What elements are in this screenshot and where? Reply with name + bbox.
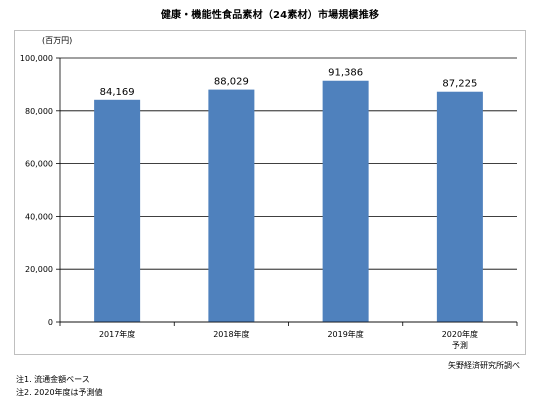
- y-tick-label: 0: [48, 318, 53, 327]
- y-tick-label: 40,000: [25, 212, 53, 221]
- data-label: 88,029: [214, 77, 249, 88]
- bars: 84,169 88,029 91,386 87,225: [94, 68, 483, 322]
- y-tick-label: 20,000: [25, 265, 53, 274]
- bar: [436, 91, 483, 322]
- bar: [94, 99, 141, 322]
- source-note: 矢野経済研究所調べ: [448, 361, 520, 370]
- data-label: 91,386: [328, 68, 363, 79]
- y-tick-label: 60,000: [25, 160, 53, 169]
- chart-frame: [14, 30, 526, 355]
- x-tick-label: 2018年度: [213, 329, 249, 339]
- y-unit-label: (百万円): [42, 36, 72, 45]
- chart-title: 健康・機能性食品素材（24素材）市場規模推移: [160, 10, 380, 21]
- y-tick-label: 80,000: [25, 107, 53, 116]
- bar: [208, 89, 255, 322]
- note-1: 注1. 流通金額ベース: [16, 375, 90, 384]
- bar: [322, 80, 369, 322]
- x-tick-label: 2020年度: [442, 329, 478, 339]
- note-2: 注2. 2020年度は予測値: [16, 388, 103, 397]
- y-axis: 0 20,000 40,000 60,000 80,000 100,000: [20, 54, 61, 327]
- x-tick-label: 2019年度: [327, 329, 363, 339]
- y-tick-label: 100,000: [20, 54, 53, 63]
- x-tick-label: 2017年度: [99, 329, 135, 339]
- data-label: 84,169: [100, 87, 135, 98]
- data-label: 87,225: [442, 79, 477, 90]
- x-tick-sublabel: 予測: [452, 340, 468, 350]
